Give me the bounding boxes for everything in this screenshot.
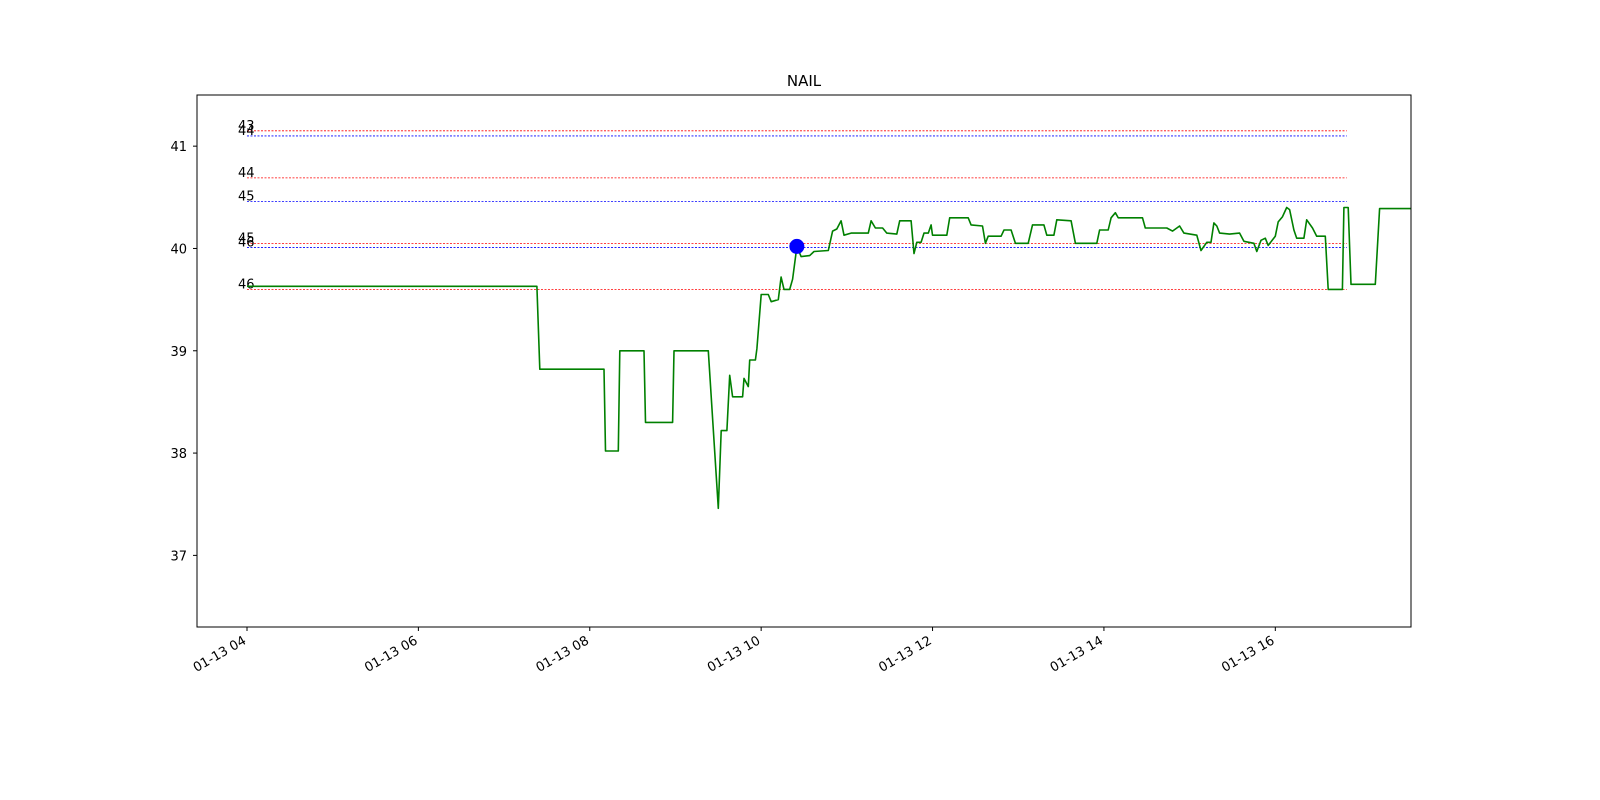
y-axis: 37 38 39 40 41 [170,140,197,564]
level-label-1: 44 [238,124,255,139]
x-tick-label-4: 01-13 12 [876,633,934,675]
chart-title: NAIL [787,72,822,90]
y-tick-label-1: 38 [170,447,187,462]
level-label-2: 44 [238,166,255,181]
x-tick-label-1: 01-13 06 [362,633,420,675]
marker-layer [789,238,805,254]
y-tick-label-2: 39 [170,345,187,360]
level-label-5: 46 [238,235,255,250]
level-label-4: 45 [238,231,255,246]
y-tick-label-0: 37 [170,549,187,564]
plot-frame [196,94,1412,628]
level-label-3: 45 [238,189,255,204]
x-tick-label-3: 01-13 10 [705,633,763,675]
x-tick-label-5: 01-13 14 [1048,633,1106,675]
x-tick-label-0: 01-13 04 [191,633,249,675]
price-line-0 [247,206,1411,510]
x-tick-label-6: 01-13 16 [1219,633,1277,675]
level-label-6: 46 [238,277,255,292]
y-tick-label-4: 41 [170,140,187,155]
entry-marker [789,238,805,254]
level-label-0: 43 [238,119,255,134]
x-tick-label-2: 01-13 08 [534,633,592,675]
price-series [247,206,1411,510]
y-tick-label-3: 40 [170,242,187,257]
x-axis: 01-13 04 01-13 06 01-13 08 01-13 10 01-13 12… [191,627,1277,676]
